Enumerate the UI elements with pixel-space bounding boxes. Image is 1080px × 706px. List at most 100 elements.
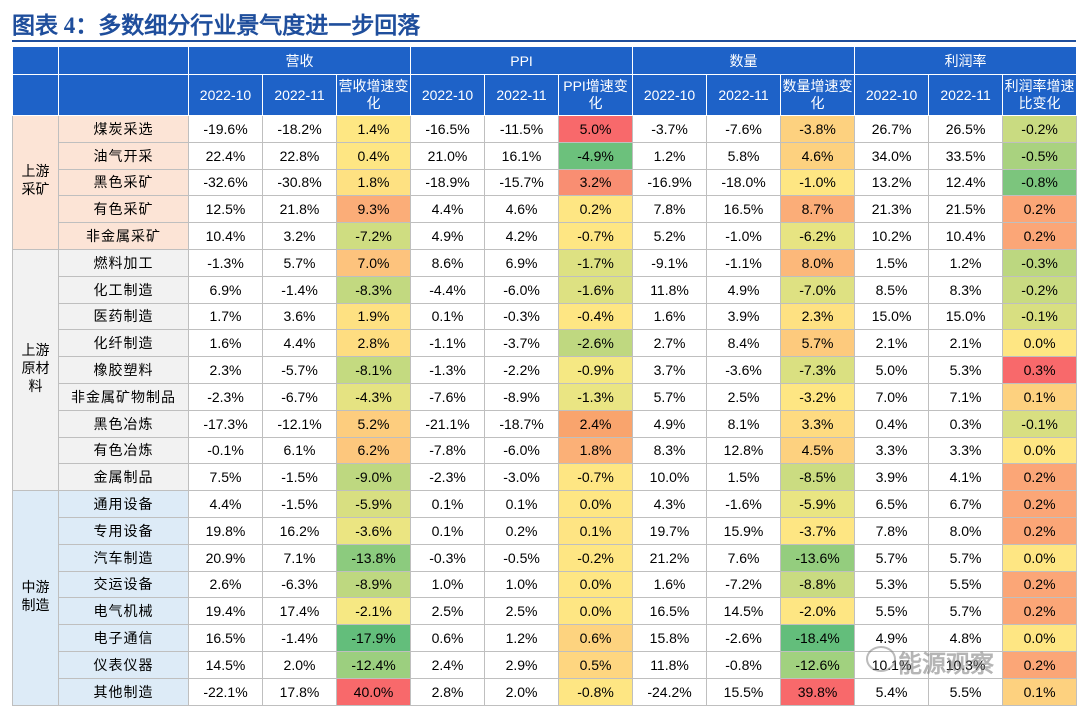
value-cell: -7.8% [410, 436, 486, 465]
value-cell: 3.9% [854, 463, 930, 492]
value-cell: 12.4% [928, 168, 1004, 197]
value-cell: -0.2% [558, 543, 634, 572]
value-cell: 16.5% [188, 624, 263, 652]
value-cell: 5.0% [558, 115, 634, 143]
value-cell: -12.6% [780, 650, 856, 679]
value-cell: -0.8% [558, 677, 634, 706]
value-cell: 0.3% [1002, 356, 1078, 384]
value-cell: 10.4% [928, 222, 1004, 250]
data-row: 电子通信 16.5% -1.4% -17.9% 0.6% 1.2% 0.6% 15.8% -2.… [13, 624, 1078, 652]
value-cell: -13.6% [780, 543, 856, 572]
row-name: 电子通信 [58, 624, 189, 652]
value-cell: -24.2% [632, 677, 708, 706]
value-cell: 5.7% [928, 597, 1004, 626]
value-cell: 19.4% [188, 597, 263, 626]
value-cell: 5.0% [854, 356, 930, 384]
value-cell: 3.2% [262, 222, 337, 250]
value-cell: 5.4% [854, 677, 930, 706]
value-cell: 0.0% [1002, 624, 1078, 652]
row-name: 黑色冶炼 [58, 409, 189, 438]
watermark-icon [866, 646, 896, 672]
value-cell: -0.9% [558, 356, 634, 384]
value-cell: 4.8% [928, 624, 1004, 652]
value-cell: 3.3% [928, 436, 1004, 465]
value-cell: 21.3% [854, 195, 930, 224]
value-cell: 5.3% [854, 570, 930, 599]
value-cell: -0.1% [1002, 409, 1078, 438]
title: 图表 4：多数细分行业景气度进一步回落 [12, 13, 421, 38]
value-cell: -7.2% [706, 570, 782, 599]
value-cell: -1.0% [780, 168, 856, 197]
data-row: 其他制造 -22.1% 17.8% 40.0% 2.8% 2.0% -0.8% -24.2% 1… [13, 677, 1078, 706]
value-cell: -21.1% [410, 409, 486, 438]
value-cell: -12.4% [335, 650, 412, 679]
value-cell: 0.2% [1002, 463, 1078, 492]
value-cell: -15.7% [484, 168, 560, 197]
value-cell: -7.0% [780, 275, 856, 304]
value-cell: -3.7% [780, 516, 856, 545]
value-cell: 11.8% [632, 650, 708, 679]
value-cell: -0.1% [188, 436, 263, 465]
value-cell: 2.7% [632, 329, 708, 358]
value-cell: 0.2% [1002, 650, 1078, 679]
value-cell: 7.8% [632, 195, 708, 224]
value-cell: -6.0% [484, 436, 560, 465]
value-cell: 8.4% [706, 329, 782, 358]
value-cell: 2.4% [558, 409, 634, 438]
row-name: 有色冶炼 [58, 436, 189, 465]
value-cell: -3.6% [706, 356, 782, 384]
value-cell: -18.7% [484, 409, 560, 438]
row-name: 仪表仪器 [58, 650, 189, 679]
value-cell: -0.1% [1002, 302, 1078, 331]
section-label: 上游原材料 [12, 248, 59, 492]
value-cell: 2.8% [335, 329, 412, 358]
row-name: 电气机械 [58, 597, 189, 626]
value-cell: 0.2% [1002, 195, 1078, 224]
group-header: 营收 [187, 46, 412, 75]
value-cell: 12.8% [706, 436, 782, 465]
value-cell: 2.1% [928, 329, 1004, 358]
row-name: 医药制造 [58, 302, 189, 331]
value-cell: 0.1% [484, 490, 560, 518]
value-cell: -0.3% [410, 543, 486, 572]
data-row: 电气机械 19.4% 17.4% -2.1% 2.5% 2.5% 0.0% 16.5% 14.5… [13, 597, 1078, 626]
data-row: 化工制造 6.9% -1.4% -8.3% -4.4% -6.0% -1.6% 11.8% 4.… [13, 275, 1078, 304]
value-cell: 0.2% [1002, 597, 1078, 626]
value-cell: 3.3% [854, 436, 930, 465]
column-header: 利润率增速比变化 [1002, 74, 1078, 116]
value-cell: -2.0% [780, 597, 856, 626]
value-cell: 16.5% [706, 195, 782, 224]
value-cell: 21.5% [928, 195, 1004, 224]
value-cell: -7.2% [335, 222, 412, 250]
value-cell: -2.3% [410, 463, 486, 492]
value-cell: 4.9% [632, 409, 708, 438]
value-cell: 14.5% [706, 597, 782, 626]
value-cell: -18.0% [706, 168, 782, 197]
value-cell: -17.9% [335, 624, 412, 652]
section-label: 上游采矿 [12, 115, 59, 250]
value-cell: -3.2% [780, 382, 856, 411]
value-cell: -0.3% [484, 302, 560, 331]
value-cell: 19.8% [188, 516, 263, 545]
value-cell: 1.9% [335, 302, 412, 331]
value-cell: 13.2% [854, 168, 930, 197]
data-row: 专用设备 19.8% 16.2% -3.6% 0.1% 0.2% 0.1% 19.7% 15.9… [13, 516, 1078, 545]
value-cell: -0.4% [558, 302, 634, 331]
data-row: 上游采矿 煤炭采选 -19.6% -18.2% 1.4% -16.5% -11.5% 5.0%… [12, 115, 1078, 250]
column-header: 2022-10 [632, 74, 708, 116]
value-cell: 0.3% [928, 409, 1004, 438]
value-cell: -7.6% [410, 382, 486, 411]
value-cell: -32.6% [188, 168, 263, 197]
value-cell: 20.9% [188, 543, 263, 572]
column-header: 2022-11 [928, 74, 1004, 116]
value-cell: 4.1% [928, 463, 1004, 492]
value-cell: 5.7% [262, 248, 337, 277]
value-cell: -11.5% [484, 115, 560, 143]
value-cell: 2.8% [410, 677, 486, 706]
value-cell: 0.1% [410, 302, 486, 331]
value-cell: 26.7% [854, 115, 930, 143]
value-cell: 9.3% [335, 195, 412, 224]
value-cell: 15.0% [854, 302, 930, 331]
value-cell: -4.9% [558, 141, 634, 170]
value-cell: -2.6% [558, 329, 634, 358]
